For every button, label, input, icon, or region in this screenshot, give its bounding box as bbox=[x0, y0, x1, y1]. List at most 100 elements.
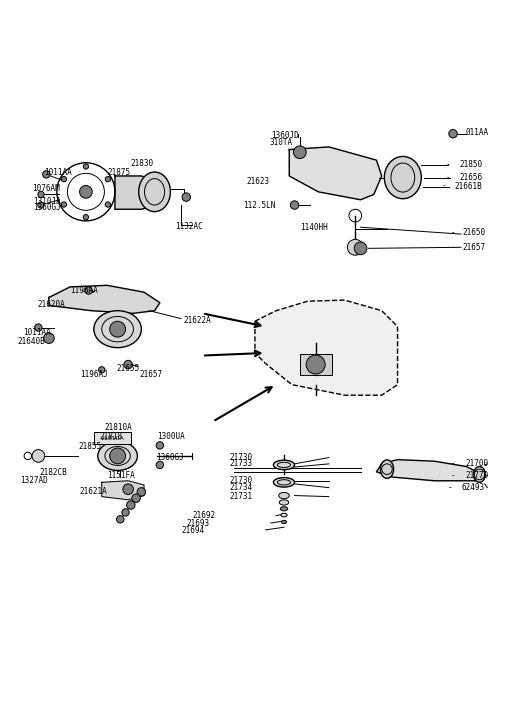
Text: 21830: 21830 bbox=[131, 159, 154, 169]
Circle shape bbox=[156, 461, 164, 469]
Text: 21657: 21657 bbox=[462, 243, 485, 252]
Ellipse shape bbox=[380, 460, 393, 478]
Text: 21734: 21734 bbox=[229, 483, 253, 492]
Circle shape bbox=[83, 164, 89, 169]
Text: 21731: 21731 bbox=[229, 492, 253, 501]
Text: 1327AD: 1327AD bbox=[20, 476, 48, 485]
Text: 310TA: 310TA bbox=[270, 138, 293, 147]
Text: 1132AC: 1132AC bbox=[175, 222, 202, 230]
Polygon shape bbox=[49, 285, 160, 313]
Text: 21621A: 21621A bbox=[80, 487, 107, 496]
Circle shape bbox=[99, 366, 105, 373]
Circle shape bbox=[182, 193, 191, 201]
Text: -: - bbox=[451, 471, 456, 480]
Text: 21694: 21694 bbox=[181, 526, 204, 535]
Text: 21818: 21818 bbox=[99, 432, 122, 441]
Text: 21730: 21730 bbox=[229, 453, 253, 462]
Circle shape bbox=[32, 449, 45, 462]
Circle shape bbox=[116, 515, 124, 523]
Text: 1011AA: 1011AA bbox=[44, 168, 71, 177]
Circle shape bbox=[110, 321, 125, 337]
Circle shape bbox=[35, 324, 42, 332]
Text: 21700: 21700 bbox=[465, 459, 489, 468]
Text: 62493: 62493 bbox=[462, 483, 485, 492]
Text: 21622A: 21622A bbox=[184, 316, 211, 325]
Polygon shape bbox=[289, 147, 382, 200]
Text: 1011AA: 1011AA bbox=[23, 329, 52, 337]
Text: -: - bbox=[446, 160, 450, 169]
Text: -: - bbox=[451, 459, 456, 468]
Text: 21693: 21693 bbox=[186, 518, 209, 528]
Text: -: - bbox=[446, 173, 450, 182]
Text: 1360JD: 1360JD bbox=[271, 131, 298, 140]
Bar bbox=[300, 354, 331, 375]
Circle shape bbox=[85, 287, 92, 294]
Circle shape bbox=[132, 494, 140, 502]
Text: 1196AA: 1196AA bbox=[70, 286, 98, 295]
Text: 21656: 21656 bbox=[460, 173, 483, 182]
Circle shape bbox=[44, 333, 54, 343]
Ellipse shape bbox=[281, 513, 287, 517]
Circle shape bbox=[123, 484, 133, 494]
Text: 21640B: 21640B bbox=[17, 337, 45, 346]
Text: -: - bbox=[448, 483, 452, 492]
Text: 21620A: 21620A bbox=[37, 300, 65, 309]
Text: 1300UA: 1300UA bbox=[157, 432, 185, 441]
Ellipse shape bbox=[279, 492, 289, 499]
Text: 1140HH: 1140HH bbox=[300, 222, 328, 232]
Text: 21657: 21657 bbox=[140, 369, 163, 379]
Text: 21730: 21730 bbox=[229, 476, 253, 485]
Circle shape bbox=[126, 501, 135, 510]
Circle shape bbox=[110, 448, 125, 464]
Text: 112.5LN: 112.5LN bbox=[243, 201, 276, 209]
Text: 1360GJ: 1360GJ bbox=[156, 453, 183, 462]
Text: 1310JA: 1310JA bbox=[33, 197, 61, 206]
Bar bbox=[94, 432, 131, 443]
Text: -: - bbox=[451, 228, 456, 237]
Text: 21875: 21875 bbox=[107, 168, 130, 177]
Circle shape bbox=[449, 129, 457, 138]
Polygon shape bbox=[376, 459, 482, 481]
Text: 21623: 21623 bbox=[246, 177, 269, 186]
Text: 2182CB: 2182CB bbox=[39, 468, 67, 478]
Text: 21733: 21733 bbox=[229, 459, 253, 468]
Circle shape bbox=[137, 488, 145, 496]
Text: 21655: 21655 bbox=[116, 364, 140, 373]
Circle shape bbox=[294, 146, 306, 158]
Circle shape bbox=[122, 509, 129, 516]
Circle shape bbox=[83, 214, 89, 220]
Text: -: - bbox=[451, 243, 456, 252]
Ellipse shape bbox=[273, 460, 295, 470]
Ellipse shape bbox=[273, 478, 295, 487]
Text: 21650: 21650 bbox=[462, 228, 485, 237]
Ellipse shape bbox=[280, 507, 288, 511]
Text: 21850: 21850 bbox=[460, 160, 483, 169]
Text: 1360GJ: 1360GJ bbox=[33, 203, 61, 212]
Circle shape bbox=[80, 185, 92, 198]
Circle shape bbox=[354, 242, 367, 254]
Ellipse shape bbox=[94, 310, 141, 348]
Polygon shape bbox=[102, 481, 144, 499]
Ellipse shape bbox=[139, 172, 170, 212]
Text: 1151FA: 1151FA bbox=[107, 471, 135, 480]
Text: 21770: 21770 bbox=[465, 471, 489, 480]
Ellipse shape bbox=[98, 441, 138, 470]
Ellipse shape bbox=[279, 499, 289, 505]
Text: 21661B: 21661B bbox=[455, 182, 482, 190]
Circle shape bbox=[347, 239, 363, 255]
Circle shape bbox=[306, 355, 325, 374]
Circle shape bbox=[42, 171, 50, 178]
Circle shape bbox=[105, 202, 110, 207]
Text: 21855: 21855 bbox=[78, 443, 101, 451]
Circle shape bbox=[290, 201, 299, 209]
Ellipse shape bbox=[474, 467, 485, 482]
Text: 21810A: 21810A bbox=[100, 436, 124, 441]
Circle shape bbox=[61, 177, 66, 182]
Text: 21692: 21692 bbox=[193, 511, 216, 520]
Ellipse shape bbox=[384, 156, 421, 198]
Circle shape bbox=[61, 202, 66, 207]
Circle shape bbox=[156, 442, 164, 449]
Circle shape bbox=[105, 177, 110, 182]
Text: 1196AJ: 1196AJ bbox=[81, 369, 108, 379]
Text: 21810A: 21810A bbox=[105, 423, 132, 433]
